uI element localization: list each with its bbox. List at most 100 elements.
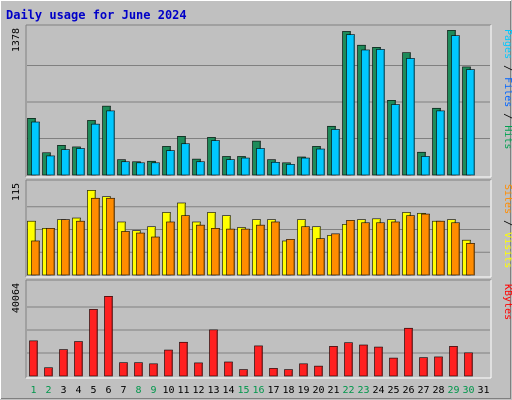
bar-middle-sites-5 (91, 197, 100, 276)
panels-layer: 1378 Pages / Files / Hits 115 Sites / Visit… (11, 24, 512, 379)
x-tick-label-28: 28 (432, 385, 444, 396)
x-tick-label-3: 3 (60, 385, 66, 396)
bar-top-pages-21 (331, 129, 340, 176)
bar-top-pages-14 (226, 159, 235, 176)
bar-bottom-kbytes-20 (314, 365, 323, 377)
x-tick-label-14: 14 (222, 385, 234, 396)
x-tick-label-7: 7 (120, 385, 126, 396)
x-tick-label-24: 24 (372, 385, 384, 396)
x-tick-label-10: 10 (162, 385, 174, 396)
bar-bottom-kbytes-15 (239, 369, 248, 377)
bar-bottom-kbytes-23 (359, 344, 368, 377)
x-tick-label-9: 9 (150, 385, 156, 396)
bar-middle-sites-20 (316, 238, 325, 276)
bar-middle-sites-26 (406, 215, 415, 276)
bar-top-pages-17 (271, 161, 280, 176)
bar-middle-sites-19 (301, 226, 310, 276)
x-tick-label-13: 13 (207, 385, 219, 396)
bar-top-pages-4 (76, 148, 85, 176)
x-tick-label-2: 2 (45, 385, 51, 396)
x-tick-label-16: 16 (252, 385, 264, 396)
bar-top-pages-13 (211, 140, 220, 176)
bar-bottom-kbytes-2 (44, 367, 53, 377)
bar-top-pages-2 (46, 155, 55, 176)
bar-top-pages-3 (61, 149, 70, 176)
bar-bottom-kbytes-14 (224, 361, 233, 377)
x-tick-label-8: 8 (135, 385, 141, 396)
bar-middle-sites-18 (286, 239, 295, 276)
x-tick-label-31: 31 (477, 385, 489, 396)
bar-middle-sites-15 (241, 228, 250, 276)
x-tick-label-29: 29 (447, 385, 459, 396)
bar-top-pages-5 (91, 123, 100, 176)
x-tick-label-18: 18 (282, 385, 294, 396)
bar-top-pages-26 (406, 58, 415, 176)
bar-bottom-kbytes-3 (59, 349, 68, 377)
bar-top-pages-15 (241, 157, 250, 176)
bar-bottom-kbytes-22 (344, 342, 353, 377)
panel-middle-legend: Sites / Visits (502, 184, 512, 268)
bar-bottom-kbytes-12 (194, 362, 203, 377)
bar-middle-sites-7 (121, 231, 130, 276)
x-tick-label-17: 17 (267, 385, 279, 396)
bar-bottom-kbytes-9 (149, 363, 158, 377)
bar-bottom-kbytes-24 (374, 346, 383, 377)
bar-bottom-kbytes-8 (134, 362, 143, 377)
bar-middle-sites-22 (346, 220, 355, 276)
x-tick-label-6: 6 (105, 385, 111, 396)
bar-bottom-kbytes-21 (329, 346, 338, 377)
x-tick-label-20: 20 (312, 385, 324, 396)
bar-top-pages-1 (31, 121, 40, 176)
panel-middle-ymax-label: 115 (11, 183, 22, 201)
bar-middle-sites-21 (331, 233, 340, 276)
panel-top-legend: Pages / Files / Hits (502, 29, 512, 149)
x-tick-label-1: 1 (30, 385, 36, 396)
bar-bottom-kbytes-30 (464, 352, 473, 377)
bar-middle-sites-17 (271, 221, 280, 276)
bar-middle-sites-10 (166, 221, 175, 276)
bar-middle-sites-12 (196, 224, 205, 276)
x-tick-label-30: 30 (462, 385, 474, 396)
panel-middle-legend-item-2: Visits (502, 232, 512, 268)
x-tick-label-25: 25 (387, 385, 399, 396)
x-tick-label-27: 27 (417, 385, 429, 396)
panel-top: 1378 Pages / Files / Hits (11, 24, 512, 178)
bar-bottom-kbytes-13 (209, 329, 218, 377)
bar-bottom-kbytes-6 (104, 296, 113, 377)
panel-bottom-ymax-label: 40064 (11, 283, 22, 313)
bar-middle-sites-29 (451, 222, 460, 276)
panel-bottom-legend-item-0: KBytes (502, 284, 512, 320)
panel-top-legend-item-0: Pages (502, 29, 512, 59)
bar-bottom-kbytes-1 (29, 340, 38, 377)
bar-top-pages-28 (436, 110, 445, 176)
bar-bottom-kbytes-25 (389, 357, 398, 377)
bar-middle-sites-16 (256, 224, 265, 276)
bar-top-pages-29 (451, 35, 460, 176)
bar-bottom-kbytes-26 (404, 327, 413, 377)
bar-bottom-kbytes-19 (299, 363, 308, 377)
bar-top-pages-22 (346, 34, 355, 176)
bar-middle-sites-9 (151, 236, 160, 276)
bar-top-pages-11 (181, 143, 190, 176)
panel-top-legend-item-3: / (502, 107, 512, 125)
chart-title: Daily usage for June 2024 (6, 8, 187, 22)
bar-top-pages-20 (316, 148, 325, 176)
bar-middle-sites-4 (76, 220, 85, 276)
bar-top-pages-19 (301, 157, 310, 176)
x-tick-label-12: 12 (192, 385, 204, 396)
bar-middle-sites-6 (106, 197, 115, 276)
bar-middle-sites-13 (211, 228, 220, 276)
panel-bottom-legend: KBytes (502, 284, 512, 320)
bar-middle-sites-8 (136, 232, 145, 276)
x-tick-label-5: 5 (90, 385, 96, 396)
x-tick-label-11: 11 (177, 385, 189, 396)
bar-middle-sites-30 (466, 243, 475, 276)
x-axis: 1 2 3 4 5 6 7 8 9 10 11 12 13 14 15 16 17 18 19 20 21 22 23 24 2… (30, 385, 489, 396)
x-tick-label-23: 23 (357, 385, 369, 396)
bar-bottom-kbytes-5 (89, 309, 98, 377)
bar-top-pages-23 (361, 49, 370, 176)
bar-middle-sites-27 (421, 213, 430, 276)
x-tick-label-26: 26 (402, 385, 414, 396)
